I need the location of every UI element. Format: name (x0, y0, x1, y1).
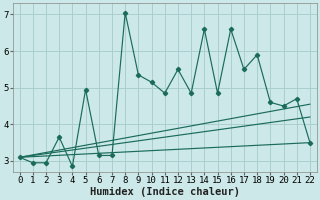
X-axis label: Humidex (Indice chaleur): Humidex (Indice chaleur) (90, 186, 240, 197)
